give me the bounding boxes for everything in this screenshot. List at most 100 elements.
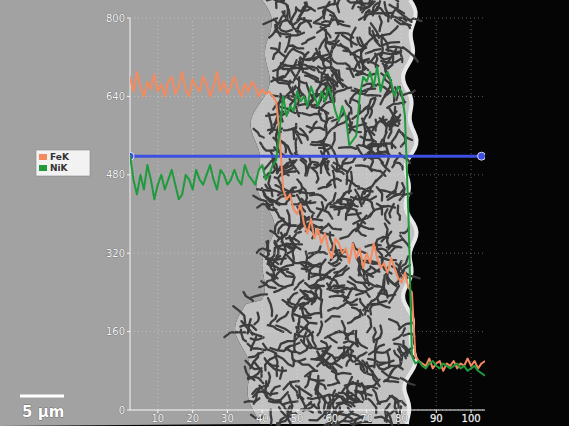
- texture-stroke: [292, 232, 301, 243]
- texture-stroke: [281, 63, 299, 66]
- tick-label-x: 50: [291, 413, 304, 424]
- texture-stroke: [303, 402, 311, 411]
- texture-stroke: [374, 350, 376, 368]
- texture-stroke: [318, 202, 324, 217]
- texture-stroke: [348, 350, 353, 361]
- texture-stroke: [334, 151, 338, 169]
- scale-bar-label: 5 µm: [22, 403, 64, 421]
- texture-stroke: [285, 189, 301, 192]
- texture-stroke: [369, 107, 372, 118]
- x-axis-line: [130, 410, 485, 411]
- texture-stroke: [284, 381, 299, 389]
- texture-stroke: [360, 190, 367, 202]
- texture-stroke: [338, 199, 351, 201]
- texture-stroke: [295, 280, 304, 289]
- tick-x: [227, 410, 228, 413]
- texture-stroke: [356, 288, 373, 295]
- texture-stroke: [277, 423, 279, 426]
- texture-stroke: [354, 421, 356, 426]
- texture-stroke: [365, 84, 373, 95]
- series-line: [130, 72, 485, 371]
- texture-stroke: [331, 67, 343, 81]
- texture-stroke: [339, 147, 356, 149]
- texture-stroke: [327, 286, 344, 290]
- texture-stroke: [344, 288, 352, 301]
- texture-stroke: [297, 24, 300, 35]
- texture-stroke: [371, 158, 383, 163]
- tick-label-y: 640: [106, 91, 125, 102]
- texture-stroke: [272, 275, 286, 288]
- texture-stroke: [378, 397, 390, 404]
- tick-label-y: 800: [106, 13, 125, 24]
- texture-stroke: [373, 390, 380, 404]
- texture-stroke: [370, 304, 376, 314]
- texture-stroke: [280, 367, 283, 378]
- tick-label-x: 20: [186, 413, 199, 424]
- tick-label-y: 160: [106, 326, 125, 337]
- texture-stroke: [342, 35, 357, 45]
- texture-stroke: [331, 207, 349, 208]
- texture-stroke: [233, 306, 245, 323]
- texture-stroke: [343, 419, 358, 422]
- texture-stroke: [297, 322, 300, 336]
- texture-stroke: [388, 47, 404, 49]
- texture-stroke: [271, 258, 286, 266]
- texture-stroke: [400, 228, 409, 233]
- texture-stroke: [329, 356, 343, 368]
- tick-label-x: 10: [151, 413, 164, 424]
- texture-stroke: [245, 367, 255, 381]
- texture-stroke: [389, 107, 395, 127]
- texture-stroke: [276, 0, 281, 8]
- texture-stroke: [337, 0, 341, 12]
- texture-stroke: [312, 168, 318, 182]
- texture-stroke: [287, 255, 299, 263]
- texture-stroke: [268, 176, 272, 196]
- texture-stroke: [307, 126, 325, 130]
- texture-stroke: [245, 398, 260, 402]
- texture-stroke: [373, 328, 375, 342]
- texture-stroke: [274, 208, 284, 220]
- texture-stroke: [375, 152, 389, 155]
- texture-stroke: [293, 49, 306, 56]
- texture-stroke: [393, 328, 405, 340]
- grid-line-x: [227, 18, 228, 410]
- texture-stroke: [301, 64, 315, 71]
- texture-stroke: [375, 338, 379, 350]
- texture-stroke: [273, 43, 280, 59]
- texture-stroke: [355, 391, 364, 400]
- scale-bar: [20, 395, 64, 398]
- texture-stroke: [251, 337, 256, 350]
- texture-stroke: [224, 332, 245, 337]
- texture-stroke: [265, 185, 282, 193]
- texture-stroke: [310, 194, 326, 200]
- texture-stroke: [294, 334, 295, 352]
- texture-stroke: [355, 54, 360, 68]
- texture-stroke: [302, 37, 314, 44]
- scan-line-end: [478, 152, 485, 160]
- tick-y: [127, 174, 130, 175]
- texture-stroke: [386, 50, 399, 53]
- background-dark: [0, 0, 569, 426]
- tick-x: [331, 410, 332, 413]
- texture-stroke: [336, 19, 350, 27]
- legend-swatch: [39, 165, 47, 171]
- texture-stroke: [305, 374, 310, 388]
- grid-line-y: [130, 410, 485, 411]
- background-matrix: [0, 0, 275, 426]
- texture-stroke: [273, 78, 289, 85]
- texture-stroke: [387, 182, 398, 197]
- texture-stroke: [307, 157, 311, 175]
- texture-stroke: [251, 294, 267, 298]
- texture-stroke: [309, 252, 327, 254]
- tick-label-x: 40: [256, 413, 269, 424]
- texture-stroke: [383, 275, 386, 293]
- texture-stroke: [305, 76, 319, 82]
- grid-line-y: [130, 96, 485, 97]
- texture-stroke: [378, 140, 383, 155]
- texture-stroke: [270, 231, 281, 239]
- tick-y: [127, 410, 130, 411]
- texture-stroke: [380, 257, 396, 260]
- grid-line-x: [401, 18, 402, 410]
- texture-stroke: [278, 265, 293, 270]
- tick-y: [127, 253, 130, 254]
